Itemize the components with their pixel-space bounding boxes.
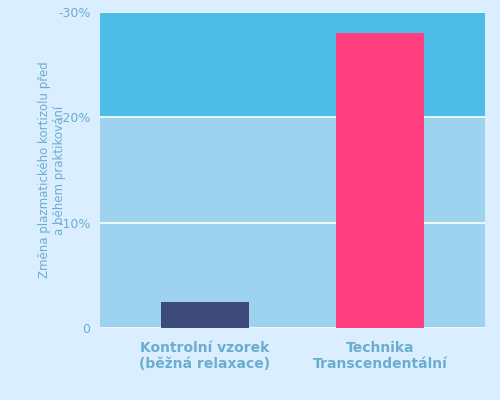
Bar	[100, 117, 485, 328]
Y-axis label: Změna plazmatického kortizolu před
a během praktikování: Změna plazmatického kortizolu před a běh…	[38, 62, 66, 278]
Bar	[336, 33, 424, 328]
Bar	[100, 12, 485, 117]
Bar	[161, 302, 249, 328]
